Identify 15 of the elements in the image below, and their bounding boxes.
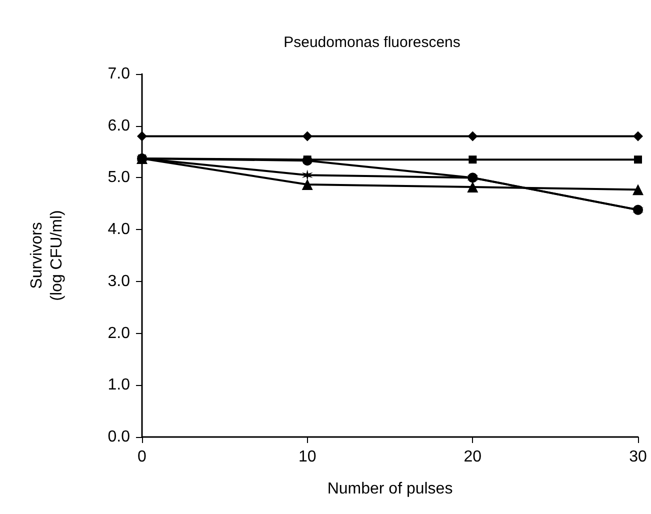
y-tick-label: 6.0 xyxy=(108,117,130,134)
y-tick-label: 0.0 xyxy=(108,428,130,446)
x-axis-title: Number of pulses xyxy=(327,480,453,498)
chart-title: Pseudomonas fluorescens xyxy=(284,34,460,51)
y-tick-label: 4.0 xyxy=(108,221,130,238)
x-tick-label: 30 xyxy=(629,448,647,466)
y-tick-label: 1.0 xyxy=(108,376,130,394)
y-tick-label: 7.0 xyxy=(108,66,130,82)
y-tick-label: 2.0 xyxy=(108,324,130,342)
x-tick-label: 20 xyxy=(464,448,482,466)
y-tick-label: 5.0 xyxy=(108,169,130,186)
y-axis-title: Survivors (log CFU/ml) xyxy=(28,210,66,301)
y-tick-label: 3.0 xyxy=(108,272,130,290)
x-tick-label: 10 xyxy=(298,448,316,466)
x-tick-label: 0 xyxy=(138,448,147,466)
